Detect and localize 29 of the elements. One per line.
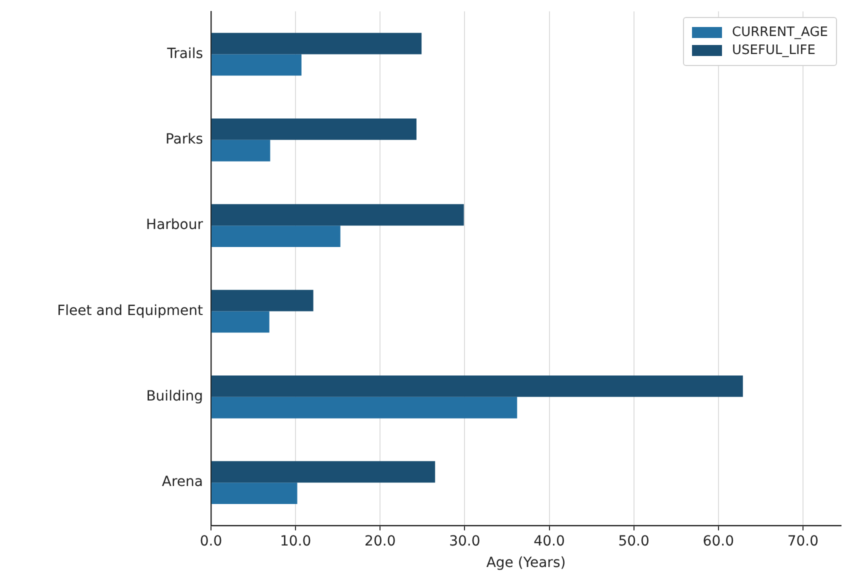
x-tick-label: 40.0 [534, 533, 565, 550]
bar [212, 226, 340, 247]
y-tick-label: Harbour [146, 217, 204, 234]
bar [212, 482, 298, 504]
bar [212, 54, 302, 76]
x-tick-label: 50.0 [618, 533, 650, 550]
y-tick-label: Fleet and Equipment [57, 302, 204, 319]
x-tick-label: 20.0 [364, 533, 396, 550]
y-tick-label: Building [146, 388, 203, 405]
bar [212, 204, 464, 226]
bar [212, 290, 314, 312]
bar [212, 375, 743, 397]
bar [212, 461, 436, 483]
x-tick-label: 60.0 [702, 533, 734, 550]
x-tick-label: 70.0 [787, 533, 819, 550]
bar [212, 118, 416, 140]
y-tick-label: Parks [165, 132, 203, 148]
x-tick-label: 10.0 [280, 533, 312, 550]
y-tick-label: Arena [162, 474, 203, 490]
x-tick-label: 0.0 [200, 533, 222, 550]
bar [212, 140, 270, 162]
legend-label: CURRENT_AGE [732, 25, 828, 40]
x-axis-title: Age (Years) [486, 555, 566, 572]
y-tick-label: Trails [166, 46, 203, 62]
bar [212, 32, 422, 54]
bar [212, 311, 270, 333]
bar [212, 396, 518, 418]
legend-label: USEFUL_LIFE [732, 43, 816, 58]
x-tick-label: 30.0 [449, 533, 480, 550]
